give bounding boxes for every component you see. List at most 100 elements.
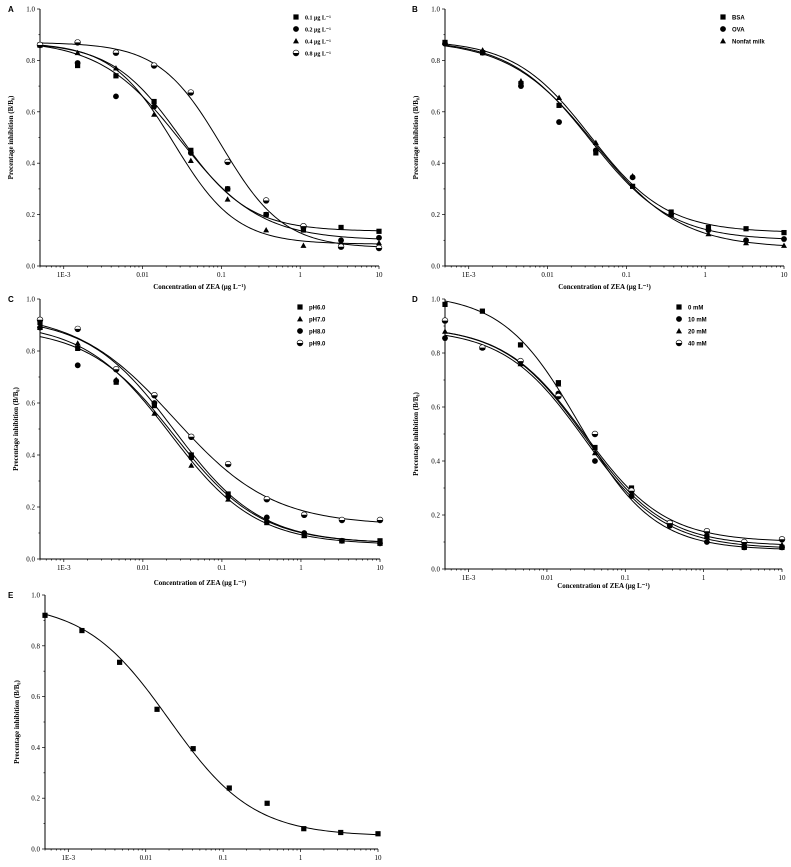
fit-curve: [444, 300, 783, 550]
data-point: [224, 196, 231, 202]
data-point: [75, 345, 81, 351]
legend-label: 0.1 μg L⁻¹: [305, 15, 331, 21]
legend-marker: [676, 316, 682, 322]
legend-label: 0.8 μg L⁻¹: [305, 51, 331, 57]
data-point: [630, 183, 636, 189]
data-point-fill: [517, 361, 524, 364]
data-point: [263, 211, 270, 218]
x-tick-label: 1: [703, 271, 707, 279]
data-point: [339, 537, 345, 544]
y-axis-title: Precentage inhibition (B/B₀): [7, 95, 15, 179]
legend-label: pH9.0: [309, 341, 326, 347]
y-tick-label: 0.2: [431, 512, 440, 520]
fit-curve: [39, 44, 380, 245]
data-point-fill: [37, 44, 43, 48]
data-point: [518, 83, 524, 89]
data-point-fill: [339, 520, 345, 523]
legend-marker: [720, 14, 726, 20]
y-tick-label: 0.6: [431, 404, 440, 412]
data-point: [113, 93, 119, 100]
data-point: [376, 228, 382, 234]
legend-marker: [676, 328, 682, 334]
data-point: [668, 211, 675, 217]
x-tick-label: 10: [375, 854, 383, 862]
data-point-fill: [151, 65, 157, 69]
legend-marker: [293, 38, 299, 44]
legend-marker: [297, 328, 303, 334]
y-tick-label: 0.6: [431, 108, 440, 116]
legend-label: BSA: [732, 15, 745, 21]
legend: BSA OVA Nonfat milk: [720, 14, 765, 45]
data-point: [187, 157, 194, 164]
data-point: [154, 706, 160, 712]
y-tick-label: 0.4: [26, 452, 35, 460]
data-point-fill: [741, 542, 748, 545]
data-point-fill: [479, 347, 486, 351]
data-point: [442, 301, 448, 307]
data-point: [113, 73, 119, 79]
data-point: [781, 236, 787, 242]
fit-curve: [39, 45, 380, 232]
data-point: [74, 39, 81, 46]
data-point-fill: [113, 52, 119, 56]
data-point: [591, 430, 599, 438]
fit-curve: [444, 43, 785, 232]
data-point: [377, 540, 383, 547]
legend-marker: [296, 339, 304, 347]
data-point: [74, 362, 81, 369]
data-point: [705, 227, 712, 233]
data-point: [442, 335, 448, 342]
legend-marker: [676, 304, 682, 310]
y-tick-label: 0.0: [26, 263, 35, 271]
data-point-fill: [188, 436, 195, 440]
data-point: [151, 392, 158, 399]
legend-label: 40 mM: [688, 341, 707, 347]
data-point: [592, 458, 598, 464]
y-tick-label: 0.8: [431, 350, 440, 358]
data-point: [151, 410, 158, 416]
data-point-fill: [74, 42, 81, 46]
data-point: [592, 139, 599, 146]
data-point-fill: [703, 531, 710, 535]
x-axis-title: Concentration of ZEA (μg L⁻¹): [558, 283, 651, 291]
data-point: [188, 454, 195, 461]
y-tick-label: 0.2: [431, 211, 440, 219]
x-tick-label: 1E-3: [57, 564, 71, 572]
data-point: [263, 514, 270, 521]
data-point: [301, 511, 308, 518]
legend-label: pH7.0: [309, 317, 326, 323]
data-point: [517, 357, 524, 365]
y-tick-label: 0.0: [431, 566, 440, 574]
data-point: [42, 612, 48, 618]
panel-letter: C: [8, 295, 14, 304]
data-point: [263, 496, 271, 503]
data-point-fill: [376, 248, 382, 251]
data-point-fill: [224, 161, 231, 165]
legend-marker-fill: [676, 343, 682, 346]
data-point-fill: [592, 434, 598, 437]
legend-marker: [292, 49, 300, 57]
y-tick-label: 1.0: [431, 6, 440, 14]
data-point: [479, 308, 485, 314]
fit-curve: [39, 324, 381, 523]
data-point: [741, 538, 748, 546]
data-point: [441, 317, 449, 324]
chart-panel-c: C 0.0 0.2 0.4 0.6 0.8 1.0 1E-3 0.01 0.1 1 10 Concent…: [8, 295, 384, 587]
legend-marker: [675, 339, 683, 347]
panel-letter: A: [8, 5, 14, 14]
data-point-fill: [442, 320, 448, 324]
data-point: [375, 831, 381, 837]
legend-marker: [293, 26, 299, 32]
data-point: [300, 242, 307, 248]
data-point: [79, 627, 85, 634]
data-point: [151, 400, 158, 406]
legend-label: Nonfat milk: [732, 39, 765, 45]
data-point: [37, 324, 43, 331]
y-tick-label: 0.8: [26, 348, 35, 356]
chart-panel-a: A 0.0 0.2 0.4 0.6 0.8 1.0 1E-3 0.01 0.1 1 10 Concent…: [7, 5, 383, 291]
fit-curve: [444, 45, 785, 247]
data-point: [187, 150, 194, 156]
y-tick-label: 1.0: [26, 6, 35, 14]
panel-letter: D: [412, 295, 418, 304]
data-point: [337, 243, 345, 250]
